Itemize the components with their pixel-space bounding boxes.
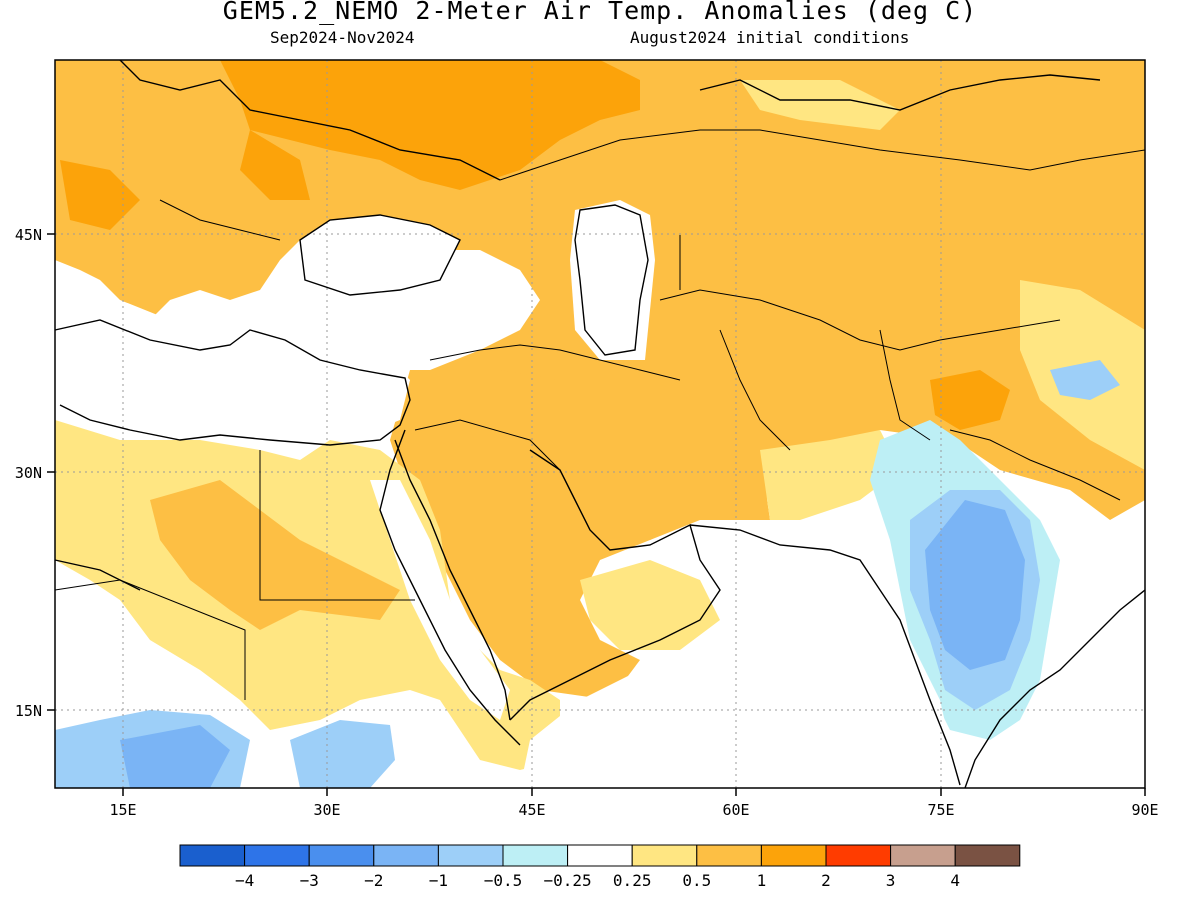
anomaly-region-ethiopia-lightblue [290, 720, 395, 788]
red-sea-band [370, 480, 510, 720]
anomaly-region-himalaya-orange [930, 370, 1010, 430]
lat-tick-labels: 15N 30N 45N [15, 226, 42, 720]
anomaly-region-caucasus-orange [240, 130, 310, 200]
colorbar-swatch-9 [760, 844, 827, 867]
anomaly-field [55, 60, 1145, 788]
colorbar-label-1: −3 [300, 871, 319, 890]
country-borders [54, 129, 1146, 700]
colorbar-label-8: 1 [757, 871, 767, 890]
lon-tick-90e: 90E [1131, 801, 1158, 819]
arabian-sea [520, 560, 960, 788]
forecast-period: Sep2024-Nov2024 [270, 28, 415, 47]
map-title: GEM5.2_NEMO 2-Meter Air Temp. Anomalies … [222, 0, 978, 25]
colorbar-label-11: 4 [950, 871, 960, 890]
colorbar-label-5: −0.25 [544, 871, 592, 890]
colorbar-swatch-3 [373, 844, 439, 867]
anomaly-region-russia-orange [220, 60, 640, 190]
colorbar-label-3: −1 [429, 871, 448, 890]
colorbar-swatch-4 [437, 844, 504, 867]
lon-tick-45e: 45E [518, 801, 545, 819]
colorbar-label-2: −2 [364, 871, 383, 890]
colorbar-swatch-10 [825, 844, 892, 867]
graticule [55, 60, 1145, 788]
lon-tick-labels: 15E 30E 45E 60E 75E 90E [109, 801, 1158, 819]
colorbar-label-4: −0.5 [484, 871, 523, 890]
map-frame [54, 59, 1146, 789]
coastlines [54, 59, 1146, 789]
colorbar-label-0: −4 [235, 871, 254, 890]
colorbar-swatch-2 [308, 844, 375, 867]
anomaly-region-sahel-mediumblue [120, 725, 230, 788]
colorbar: −4 −3 −2 −1 −0.5 −0.25 0.25 0.5 1 2 3 4 [179, 844, 1021, 890]
lat-tick-30n: 30N [15, 464, 42, 482]
lon-tick-15e: 15E [109, 801, 136, 819]
anomaly-region-sahara-inner [150, 480, 400, 630]
colorbar-swatch-1 [244, 844, 310, 867]
lon-tick-30e: 30E [313, 801, 340, 819]
anomaly-region-middle-east [390, 370, 770, 700]
colorbar-swatch-8 [696, 844, 762, 867]
anomaly-region-india-yellow [760, 430, 900, 520]
colorbar-label-10: 3 [886, 871, 896, 890]
colorbar-label-7: 0.5 [682, 871, 711, 890]
caspian-sea [570, 200, 655, 360]
lon-tick-75e: 75E [927, 801, 954, 819]
colorbar-swatch-0 [179, 844, 246, 867]
colorbar-label-6: 0.25 [613, 871, 652, 890]
anomaly-region-tibet-lightblue [1050, 360, 1120, 400]
lat-tick-45n: 45N [15, 226, 42, 244]
lat-tick-15n: 15N [15, 702, 42, 720]
anomaly-region-europe-orange [60, 160, 140, 230]
anomaly-region-india-mediumblue [925, 500, 1025, 670]
initial-conditions: August2024 initial conditions [630, 28, 910, 47]
black-sea [300, 215, 460, 295]
axis-ticks [47, 233, 1146, 796]
colorbar-swatch-7 [631, 844, 698, 867]
lon-tick-60e: 60E [722, 801, 749, 819]
colorbar-swatch-11 [890, 844, 956, 867]
colorbar-swatch-5 [502, 844, 569, 867]
colorbar-label-9: 2 [821, 871, 831, 890]
anomaly-region-steppe-yellow [740, 80, 900, 130]
mediterranean [55, 300, 410, 440]
colorbar-swatch-6 [567, 844, 633, 867]
colorbar-swatch-12 [954, 844, 1021, 867]
